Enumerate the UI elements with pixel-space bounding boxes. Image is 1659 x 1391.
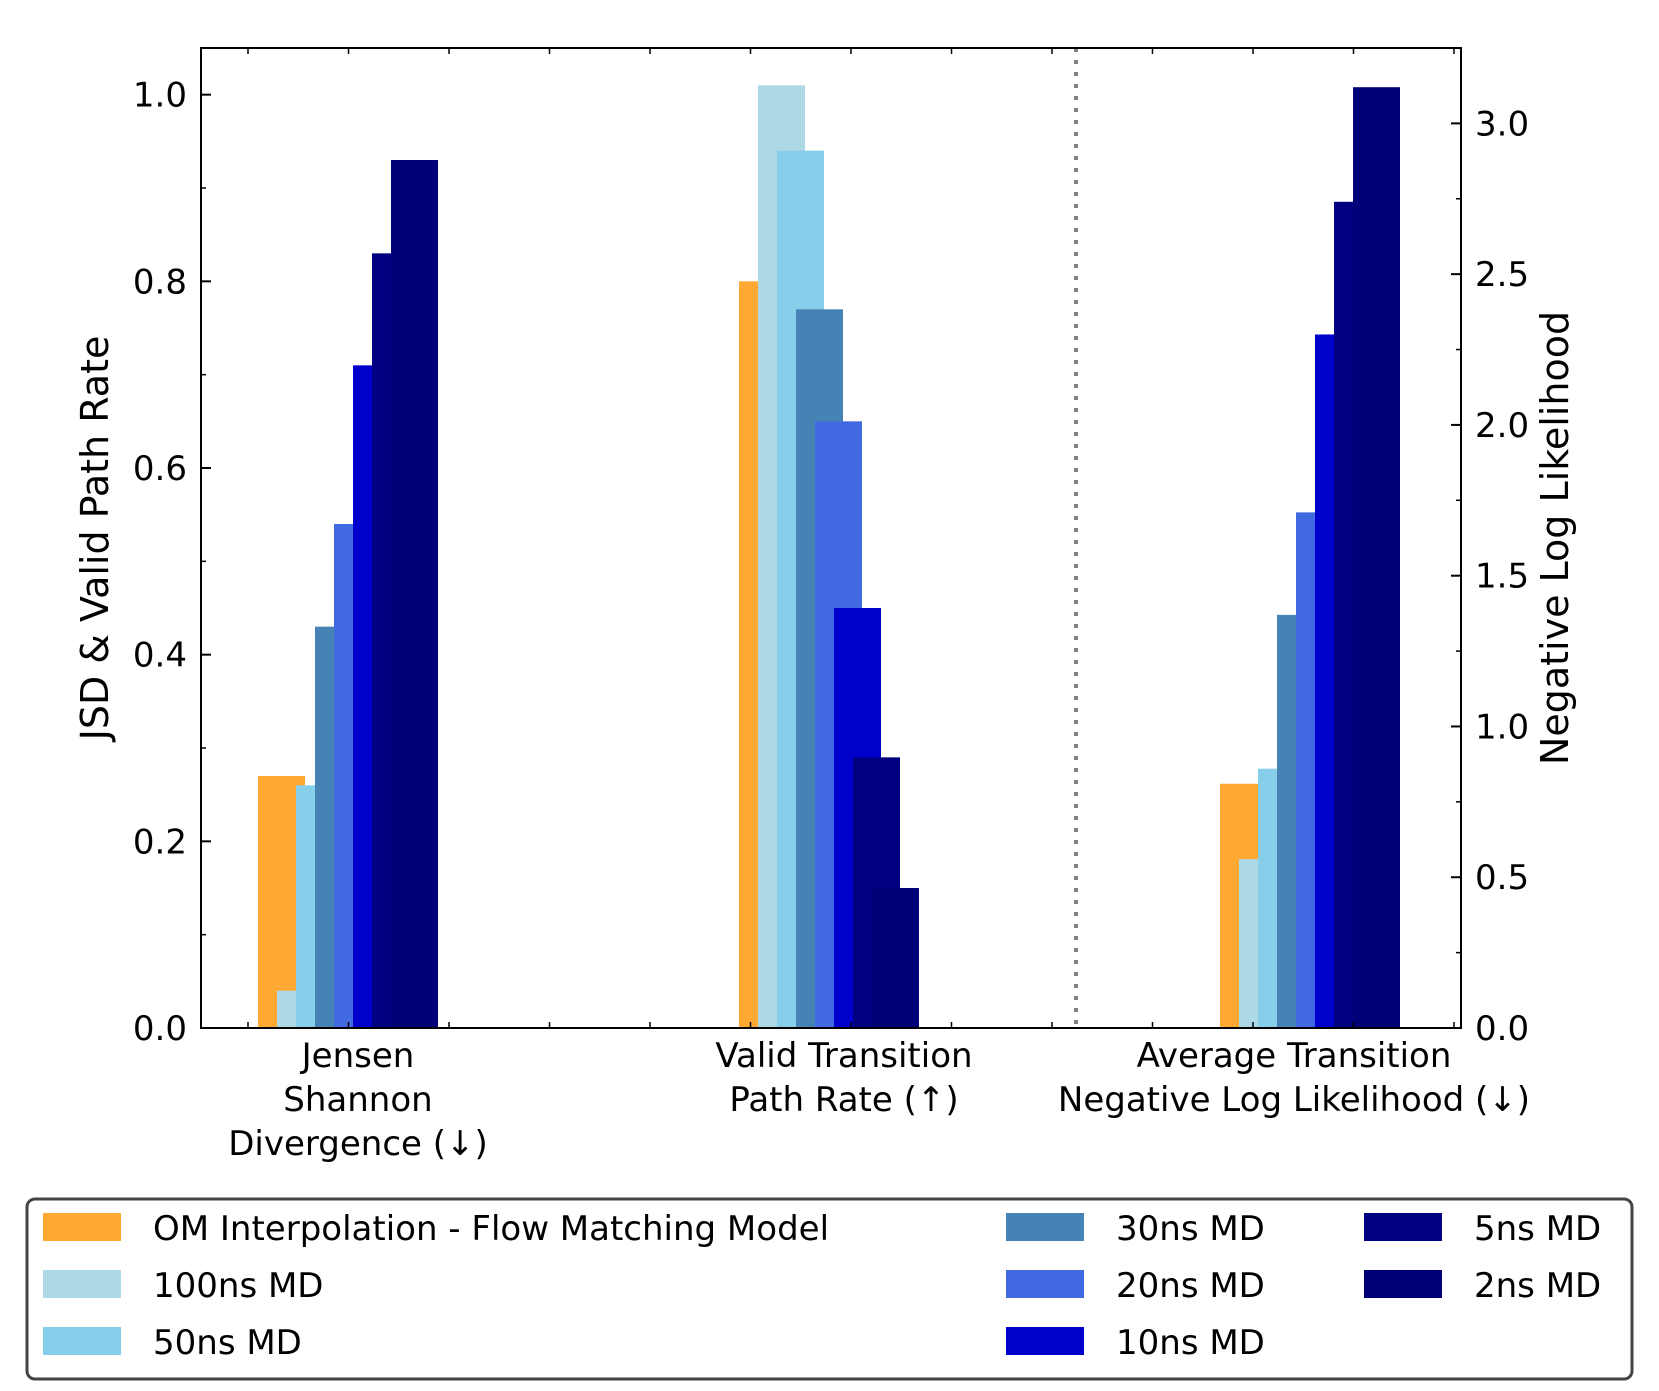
legend-label-2: 100ns MD xyxy=(153,1266,323,1306)
group-label-2: Valid Transition xyxy=(715,1036,972,1076)
plot-area xyxy=(200,47,1462,1029)
legend-box xyxy=(25,1197,1634,1381)
left-tick-label: 0.0 xyxy=(133,1009,187,1049)
legend-swatch-1 xyxy=(43,1213,121,1241)
left-tick-label: 0.6 xyxy=(133,449,187,489)
group-label-3: Negative Log Likelihood (↓) xyxy=(1058,1080,1530,1120)
right-tick-label: 1.0 xyxy=(1475,707,1529,747)
left-tick-label: 0.2 xyxy=(133,822,187,862)
legend-swatch-7 xyxy=(1364,1213,1442,1241)
legend-label-7: 5ns MD xyxy=(1474,1209,1601,1249)
bar-3-series-8 xyxy=(1353,87,1400,1028)
right-tick-label: 3.0 xyxy=(1475,104,1529,144)
legend-swatch-5 xyxy=(1006,1270,1084,1298)
left-axis-title: JSD & Valid Path Rate xyxy=(73,336,117,743)
legend-label-8: 2ns MD xyxy=(1474,1266,1601,1306)
left-tick-label: 0.8 xyxy=(133,262,187,302)
legend-swatch-8 xyxy=(1364,1270,1442,1298)
right-axis-title: Negative Log Likelihood xyxy=(1533,311,1577,765)
right-tick-label: 1.5 xyxy=(1475,557,1529,597)
plot-frame xyxy=(200,47,1462,1029)
right-tick-label: 2.0 xyxy=(1475,406,1529,446)
legend-swatch-2 xyxy=(43,1270,121,1298)
right-axis: 0.0 0.5 1.0 1.5 2.0 2.5 3.0 xyxy=(1451,104,1529,1049)
legend-label-5: 20ns MD xyxy=(1116,1266,1265,1306)
left-axis: 0.0 0.2 0.4 0.6 0.8 1.0 xyxy=(133,76,211,1049)
group-label-3: Average Transition xyxy=(1137,1036,1452,1076)
legend-label-1: OM Interpolation - Flow Matching Model xyxy=(153,1209,829,1249)
right-tick-label: 0.5 xyxy=(1475,858,1529,898)
group-label-1: Divergence (↓) xyxy=(228,1124,488,1164)
right-tick-label: 2.5 xyxy=(1475,255,1529,295)
legend: OM Interpolation - Flow Matching Model 10… xyxy=(25,1197,1634,1381)
bar-1-series-8 xyxy=(391,160,438,1028)
legend-swatch-3 xyxy=(43,1327,121,1355)
left-tick-label: 0.4 xyxy=(133,636,187,676)
bar-2-series-8 xyxy=(872,888,919,1028)
legend-label-6: 10ns MD xyxy=(1116,1323,1265,1363)
group-label-2: Path Rate (↑) xyxy=(729,1080,958,1120)
right-tick-label: 0.0 xyxy=(1475,1009,1529,1049)
left-tick-label: 1.0 xyxy=(133,76,187,116)
group-label-1: Shannon xyxy=(283,1080,432,1120)
legend-swatch-6 xyxy=(1006,1327,1084,1355)
legend-label-4: 30ns MD xyxy=(1116,1209,1265,1249)
legend-swatch-4 xyxy=(1006,1213,1084,1241)
group-label-1: Jensen xyxy=(300,1036,415,1076)
legend-label-3: 50ns MD xyxy=(153,1323,302,1363)
